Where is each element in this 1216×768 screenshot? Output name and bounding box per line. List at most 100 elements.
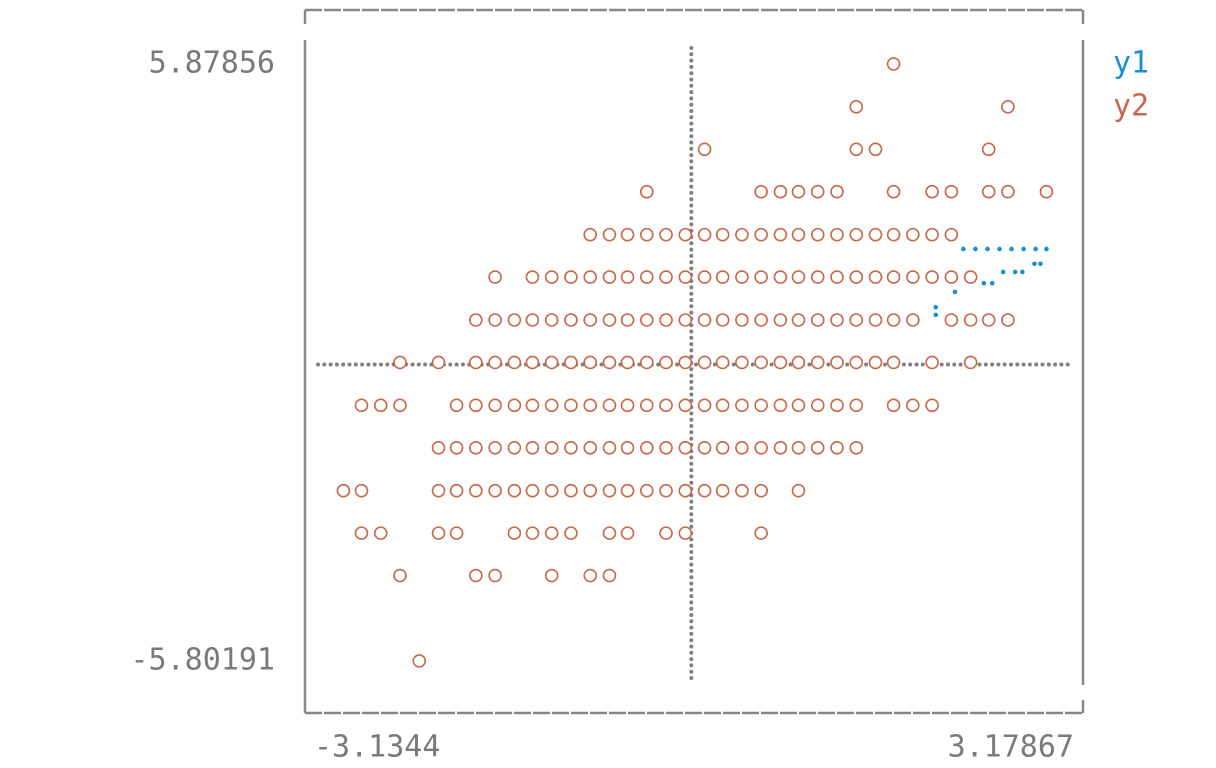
point: [639, 440, 654, 455]
point: [469, 313, 483, 327]
point: [602, 270, 617, 284]
x-tick-label: 3.17867: [948, 730, 1074, 765]
point: [715, 440, 730, 455]
point: [715, 227, 730, 242]
point: [773, 313, 788, 327]
point: [602, 526, 617, 540]
point: [564, 313, 578, 327]
point: [544, 270, 559, 284]
point: [639, 355, 654, 370]
point: [1012, 269, 1018, 275]
point: [639, 483, 654, 498]
point: [697, 398, 712, 413]
legend-label: y1: [1113, 46, 1149, 81]
point: [678, 227, 693, 242]
point: [1001, 313, 1015, 327]
point: [810, 227, 825, 242]
point: [1033, 246, 1038, 252]
point: [525, 440, 540, 455]
point: [773, 440, 788, 455]
point: [830, 227, 844, 242]
point: [973, 246, 978, 252]
point: [715, 398, 730, 413]
point: [830, 398, 844, 413]
point: [944, 184, 959, 199]
point: [735, 270, 749, 284]
point: [1000, 269, 1006, 275]
point: [963, 270, 978, 284]
point: [639, 270, 654, 284]
point: [715, 355, 730, 370]
point: [886, 57, 901, 71]
point: [886, 355, 901, 370]
point: [488, 398, 502, 413]
point: [1038, 261, 1043, 267]
point: [810, 355, 825, 370]
point: [583, 483, 598, 498]
point: [583, 355, 598, 370]
point: [507, 483, 522, 498]
point: [925, 184, 939, 199]
point: [564, 270, 578, 284]
point: [564, 526, 578, 540]
point: [620, 398, 635, 413]
point: [525, 355, 540, 370]
point: [583, 227, 598, 242]
point: [620, 440, 635, 455]
point: [1001, 184, 1015, 199]
point: [697, 440, 712, 455]
point: [564, 398, 578, 413]
point: [602, 313, 617, 327]
point: [583, 440, 598, 455]
point: [678, 398, 693, 413]
point: [754, 227, 768, 242]
point: [868, 355, 883, 370]
point: [754, 398, 768, 413]
point: [544, 355, 559, 370]
point: [1039, 184, 1054, 199]
point: [773, 227, 788, 242]
point: [868, 270, 883, 284]
point: [849, 142, 864, 157]
point: [620, 526, 635, 540]
point: [488, 355, 502, 370]
point: [810, 184, 825, 199]
point: [715, 313, 730, 327]
point: [810, 270, 825, 284]
point: [620, 313, 635, 327]
point: [659, 483, 673, 498]
point: [830, 313, 844, 327]
point: [906, 227, 920, 242]
point: [469, 568, 483, 583]
point: [810, 313, 825, 327]
point: [944, 270, 959, 284]
point: [412, 654, 427, 668]
point: [1021, 246, 1026, 252]
point: [469, 355, 483, 370]
point: [944, 227, 959, 242]
point: [868, 313, 883, 327]
point: [697, 483, 712, 498]
point: [544, 440, 559, 455]
point: [925, 227, 939, 242]
point: [925, 355, 939, 370]
point: [449, 440, 464, 455]
point: [1009, 246, 1014, 252]
point: [810, 398, 825, 413]
point: [697, 270, 712, 284]
frame: [303, 8, 1085, 715]
y-tick-label: -5.80191: [131, 643, 276, 678]
point: [791, 398, 806, 413]
point: [431, 355, 446, 370]
point: [849, 100, 864, 114]
point: [754, 483, 768, 498]
point: [431, 483, 446, 498]
point: [1044, 246, 1049, 252]
point: [659, 440, 673, 455]
point: [525, 483, 540, 498]
point: [354, 483, 369, 498]
point: [678, 483, 693, 498]
point: [488, 270, 502, 284]
point: [602, 398, 617, 413]
